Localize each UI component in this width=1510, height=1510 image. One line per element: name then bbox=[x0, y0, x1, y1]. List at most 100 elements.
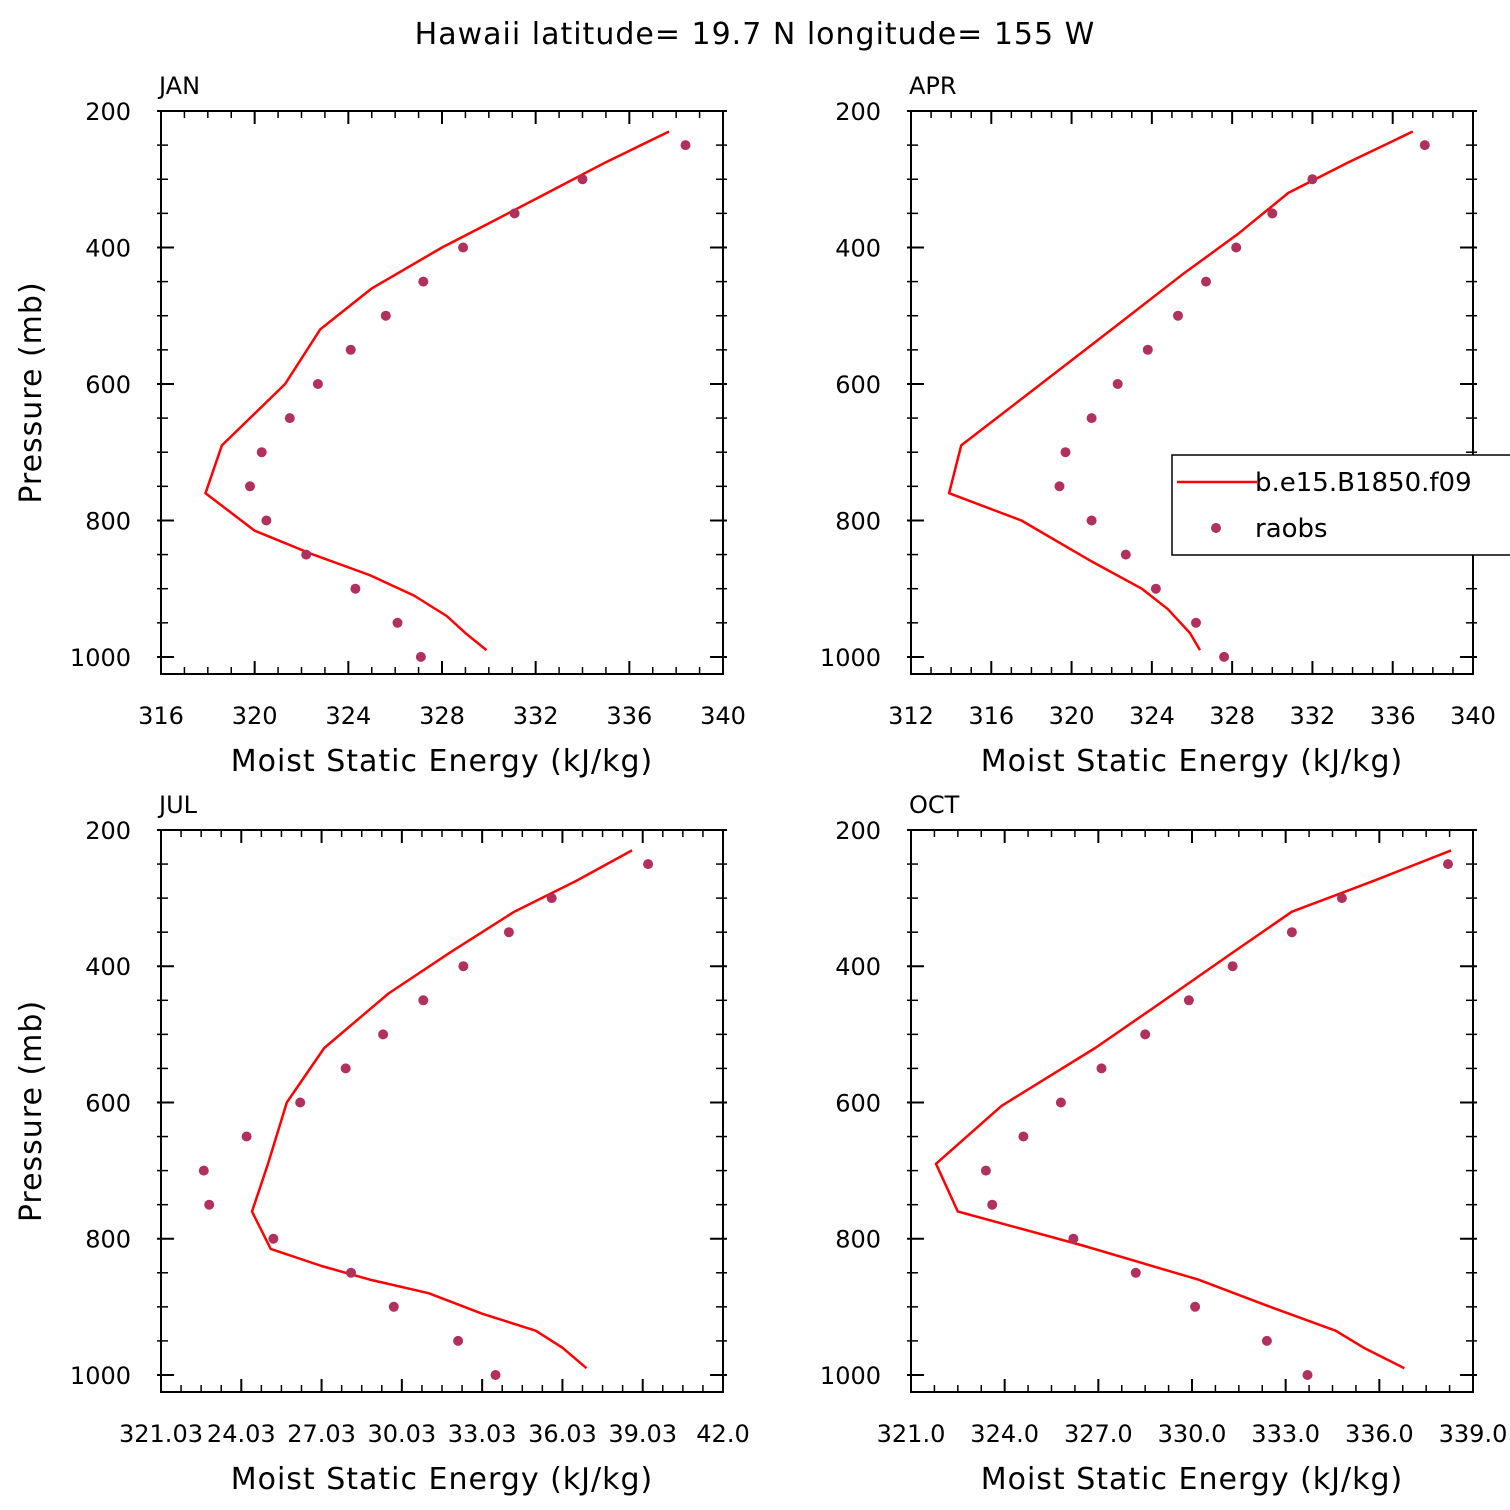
y-tick-label: 200 bbox=[835, 98, 881, 126]
raobs-point bbox=[268, 1233, 279, 1244]
raobs-point bbox=[312, 379, 323, 389]
y-tick-label: 1000 bbox=[820, 1362, 881, 1390]
raobs-point bbox=[380, 310, 391, 321]
raobs-point bbox=[1018, 1131, 1029, 1142]
y-tick-label: 1000 bbox=[70, 644, 131, 672]
model-profile-line bbox=[934, 849, 1452, 1370]
x-tick-label: 340 bbox=[700, 702, 746, 730]
legend: b.e15.B1850.f09 raobs bbox=[1171, 454, 1510, 556]
y-tick-label: 600 bbox=[835, 1089, 881, 1117]
raobs-point bbox=[643, 859, 654, 870]
x-tick-label: 339.0 bbox=[1439, 1420, 1508, 1448]
plot-frame bbox=[160, 829, 724, 1393]
raobs-point bbox=[198, 1165, 209, 1176]
raobs-point bbox=[1231, 242, 1242, 253]
x-tick-label: 324 bbox=[1129, 702, 1175, 730]
raobs-point bbox=[1336, 893, 1347, 904]
raobs-point bbox=[1219, 651, 1230, 662]
x-axis-label: Moist Static Energy (kJ/kg) bbox=[231, 744, 654, 779]
x-tick-label: 30.03 bbox=[367, 1420, 436, 1448]
x-tick-label: 330.0 bbox=[1158, 1420, 1227, 1448]
y-axis-label: Pressure (mb) bbox=[14, 1000, 49, 1222]
raobs-point bbox=[261, 515, 272, 526]
raobs-point bbox=[1096, 1063, 1107, 1074]
y-tick-label: 800 bbox=[835, 1226, 881, 1254]
legend-box bbox=[1171, 454, 1510, 556]
x-tick-label: 327.0 bbox=[1064, 1420, 1133, 1448]
x-tick-label: 336 bbox=[606, 702, 652, 730]
raobs-point bbox=[1086, 413, 1097, 424]
x-tick-label: 33.03 bbox=[448, 1420, 517, 1448]
raobs-point bbox=[1068, 1233, 1079, 1244]
x-tick-label: 316 bbox=[968, 702, 1014, 730]
panel-label: OCT bbox=[909, 791, 960, 819]
raobs-point bbox=[241, 1131, 252, 1142]
x-tick-label: 333.0 bbox=[1251, 1420, 1320, 1448]
x-tick-label: 312 bbox=[888, 702, 934, 730]
x-tick-label: 320 bbox=[1049, 702, 1095, 730]
model-profile-line bbox=[947, 130, 1414, 651]
x-tick-label: 24.03 bbox=[207, 1420, 276, 1448]
y-tick-label: 800 bbox=[85, 1226, 131, 1254]
x-axis-label: Moist Static Energy (kJ/kg) bbox=[981, 1462, 1404, 1497]
x-tick-label: 328 bbox=[419, 702, 465, 730]
raobs-point bbox=[1120, 549, 1131, 560]
raobs-point bbox=[388, 1301, 399, 1312]
raobs-point bbox=[245, 481, 255, 492]
raobs-point bbox=[458, 242, 469, 253]
raobs-point bbox=[346, 1267, 356, 1278]
raobs-point bbox=[1302, 1370, 1313, 1380]
y-tick-label: 600 bbox=[85, 371, 131, 399]
x-tick-label: 336.0 bbox=[1345, 1420, 1414, 1448]
raobs-point bbox=[1443, 859, 1453, 870]
panel-jul: JUL 321.03 24.03 27.03 30.03 33.03 36.03 39.03 4… bbox=[14, 791, 750, 1497]
raobs-point bbox=[256, 447, 267, 458]
raobs-point bbox=[680, 140, 691, 151]
raobs-point bbox=[1190, 1301, 1201, 1312]
raobs-point bbox=[350, 583, 361, 594]
x-axis-label: Moist Static Energy (kJ/kg) bbox=[981, 744, 1404, 779]
y-tick-label: 1000 bbox=[70, 1362, 131, 1390]
y-tick-label: 200 bbox=[85, 98, 131, 126]
x-tick-label: 332 bbox=[513, 702, 559, 730]
panel-label: JUL bbox=[157, 791, 198, 819]
plot-frame bbox=[910, 110, 1474, 675]
raobs-point bbox=[1419, 140, 1430, 151]
raobs-point bbox=[1055, 1097, 1066, 1108]
raobs-point bbox=[1261, 1335, 1272, 1346]
y-tick-label: 600 bbox=[85, 1089, 131, 1117]
raobs-point bbox=[490, 1370, 501, 1380]
panels: JAN 316 320 324 328 332 336 340 200 400 600 800 1000… bbox=[14, 72, 1507, 1497]
x-tick-label: 27.03 bbox=[287, 1420, 356, 1448]
raobs-point bbox=[1191, 617, 1201, 628]
raobs-point bbox=[378, 1029, 389, 1040]
raobs-point bbox=[1267, 208, 1278, 219]
raobs-point bbox=[546, 893, 557, 904]
raobs-point bbox=[1086, 515, 1097, 526]
x-tick-label: 332 bbox=[1290, 702, 1336, 730]
x-tick-label: 42.0 bbox=[696, 1420, 749, 1448]
x-tick-label: 336 bbox=[1370, 702, 1416, 730]
x-tick-label: 324.0 bbox=[970, 1420, 1039, 1448]
raobs-point bbox=[987, 1199, 998, 1210]
raobs-point bbox=[301, 549, 312, 560]
y-tick-label: 800 bbox=[85, 507, 131, 535]
panel-apr: APR 312 316 320 324 328 332 336 340 200 400 600 800 1… bbox=[820, 72, 1496, 779]
y-tick-label: 800 bbox=[835, 507, 881, 535]
y-tick-label: 600 bbox=[835, 371, 881, 399]
raobs-point bbox=[418, 995, 429, 1006]
y-axis-label: Pressure (mb) bbox=[14, 281, 49, 503]
x-tick-label: 36.03 bbox=[528, 1420, 597, 1448]
x-tick-label: 320 bbox=[232, 702, 278, 730]
raobs-point bbox=[1201, 276, 1211, 287]
y-tick-label: 200 bbox=[835, 817, 881, 845]
model-profile-line bbox=[204, 130, 670, 652]
raobs-point bbox=[1130, 1267, 1141, 1278]
x-tick-label: 324 bbox=[325, 702, 371, 730]
x-tick-label: 321.0 bbox=[877, 1420, 946, 1448]
panel-oct: OCT 321.0 324.0 327.0 330.0 333.0 336.0 339.0 20… bbox=[820, 791, 1507, 1497]
panel-jan: JAN 316 320 324 328 332 336 340 200 400 600 800 1000… bbox=[14, 72, 746, 779]
legend-obs-label: raobs bbox=[1255, 514, 1328, 544]
raobs-point bbox=[392, 617, 403, 628]
